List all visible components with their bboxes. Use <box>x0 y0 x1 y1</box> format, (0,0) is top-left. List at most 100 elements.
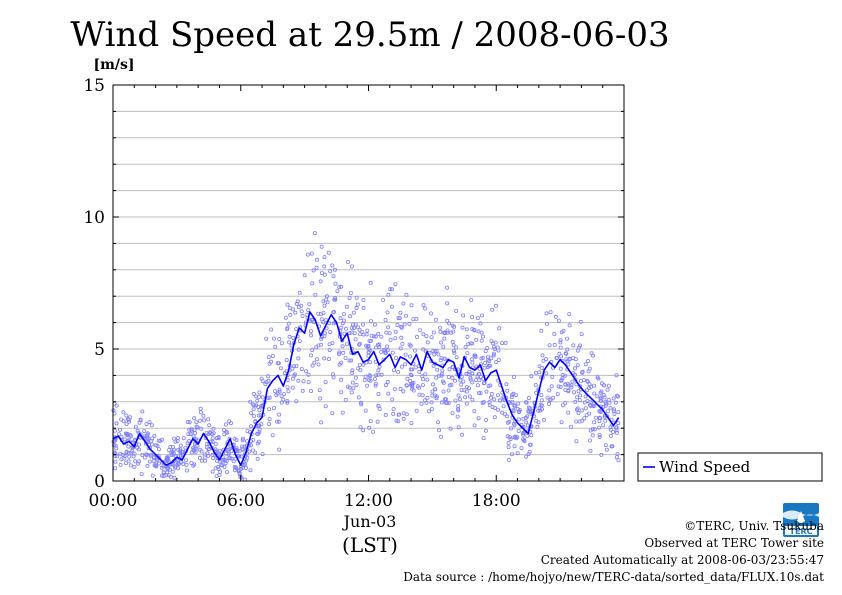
data-point <box>125 431 130 436</box>
data-point <box>232 464 237 469</box>
data-point <box>598 398 603 403</box>
data-point <box>128 415 133 420</box>
data-point <box>616 410 621 415</box>
data-point <box>373 383 378 388</box>
data-point <box>440 368 445 373</box>
data-point <box>227 419 232 424</box>
data-point <box>480 313 485 318</box>
data-point <box>354 305 359 310</box>
data-point <box>563 373 568 378</box>
data-point <box>357 362 362 367</box>
legend-label: Wind Speed <box>659 458 751 476</box>
data-point <box>343 326 348 331</box>
data-point <box>284 358 289 363</box>
data-point <box>321 320 326 325</box>
data-point <box>470 315 475 320</box>
data-point <box>197 418 202 423</box>
data-point <box>121 410 126 415</box>
data-point <box>481 436 486 441</box>
data-point <box>314 357 319 362</box>
data-point <box>555 355 560 360</box>
data-point <box>592 403 597 408</box>
data-point <box>260 379 265 384</box>
data-point <box>436 428 441 433</box>
data-point <box>583 362 588 367</box>
data-point <box>431 363 436 368</box>
data-point <box>350 370 355 375</box>
data-point <box>431 349 436 354</box>
data-point <box>612 407 617 412</box>
data-point <box>279 400 284 405</box>
data-point <box>525 414 530 419</box>
data-point <box>420 374 425 379</box>
data-point <box>558 366 563 371</box>
data-point <box>119 417 124 422</box>
data-point <box>403 313 408 318</box>
data-point <box>391 411 396 416</box>
data-point <box>228 421 233 426</box>
data-point <box>341 350 346 355</box>
data-point <box>496 348 501 353</box>
data-point <box>417 392 422 397</box>
data-point <box>256 439 261 444</box>
chart-title: Wind Speed at 29.5m / 2008-06-03 <box>70 15 669 55</box>
data-point <box>169 453 174 458</box>
data-point <box>339 390 344 395</box>
data-point <box>113 459 118 464</box>
data-point <box>439 400 444 405</box>
data-point <box>277 389 282 394</box>
data-point <box>186 432 191 437</box>
data-point <box>513 403 518 408</box>
data-point <box>483 349 488 354</box>
data-point <box>376 372 381 377</box>
data-point <box>354 382 359 387</box>
data-point <box>447 367 452 372</box>
data-point <box>533 382 538 387</box>
data-point <box>605 409 610 414</box>
data-point <box>608 405 613 410</box>
data-point <box>588 448 593 453</box>
data-point <box>112 428 117 433</box>
data-point <box>338 316 343 321</box>
data-point <box>537 370 542 375</box>
data-point <box>145 463 150 468</box>
data-point <box>202 452 207 457</box>
data-point <box>156 447 161 452</box>
data-point <box>595 394 600 399</box>
data-point <box>584 388 589 393</box>
data-point <box>287 305 292 310</box>
data-point <box>225 430 230 435</box>
data-point <box>452 324 457 329</box>
data-point <box>326 356 331 361</box>
data-point <box>501 404 506 409</box>
data-point <box>476 329 481 334</box>
data-point <box>404 383 409 388</box>
data-point <box>116 432 121 437</box>
data-point <box>285 378 290 383</box>
data-point <box>144 434 149 439</box>
data-point <box>408 378 413 383</box>
data-point <box>592 383 597 388</box>
data-point <box>588 403 593 408</box>
data-point <box>287 334 292 339</box>
data-point <box>587 382 592 387</box>
data-point <box>349 358 354 363</box>
data-point <box>446 374 451 379</box>
data-point <box>538 402 543 407</box>
data-point <box>310 281 315 286</box>
data-point <box>597 435 602 440</box>
data-point <box>421 347 426 352</box>
data-point <box>150 436 155 441</box>
data-point <box>402 322 407 327</box>
data-point <box>309 353 314 358</box>
data-point <box>319 335 324 340</box>
data-point <box>580 370 585 375</box>
data-point <box>351 386 356 391</box>
data-point <box>350 322 355 327</box>
data-point <box>553 314 558 319</box>
data-point <box>527 449 532 454</box>
data-point <box>508 426 513 431</box>
data-point <box>436 352 441 357</box>
data-point <box>264 380 269 385</box>
data-point <box>399 335 404 340</box>
